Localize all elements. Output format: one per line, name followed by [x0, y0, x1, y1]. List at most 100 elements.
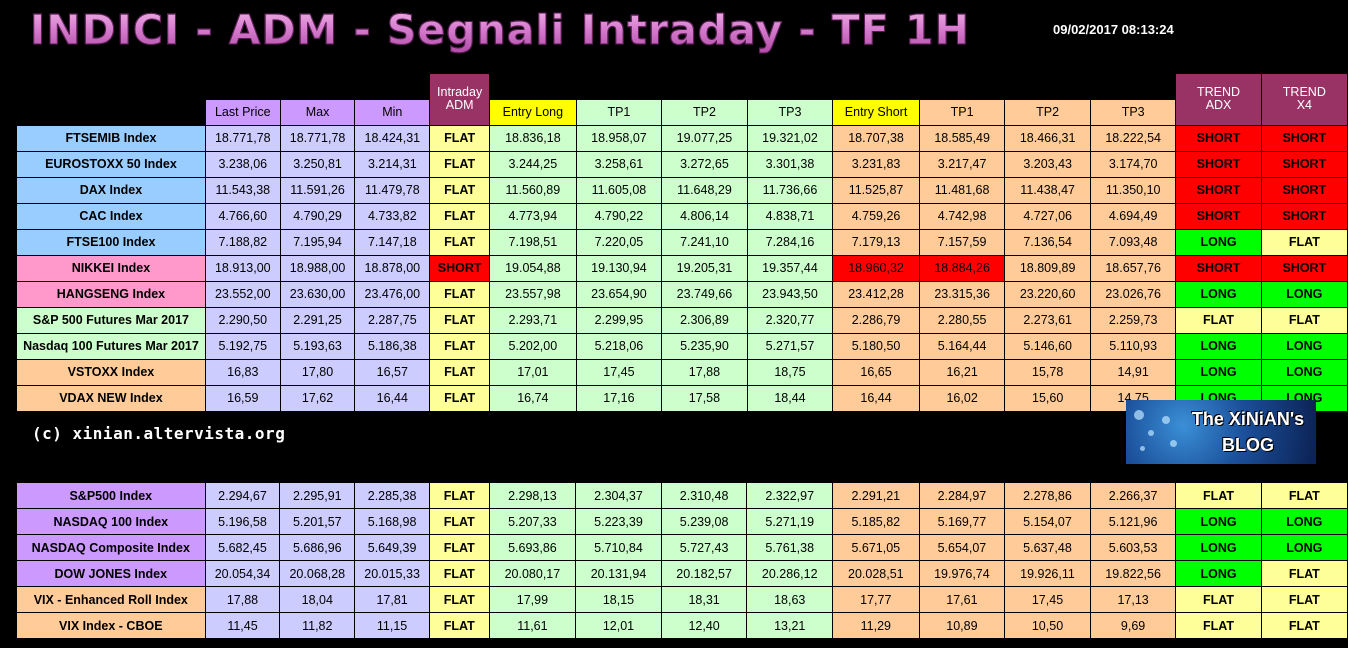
- tp2-long-cell: 5.727,43: [660, 534, 748, 561]
- index-name-cell: EUROSTOXX 50 Index: [16, 150, 206, 178]
- bubble-icon: [1170, 440, 1177, 447]
- header-intraday-adm-line1: Intraday: [437, 85, 483, 100]
- tp3-long-cell: 4.838,71: [746, 202, 834, 230]
- trend-adx-cell: SHORT: [1175, 150, 1262, 178]
- tp2-long-cell: 18,31: [660, 586, 748, 613]
- table-row: VSTOXX Index 16,83 17,80 16,57 FLAT 17,01 17,4…: [16, 358, 1348, 386]
- logo-text: The XiNiAN's BLOG: [1184, 406, 1312, 458]
- trend-x4-cell: FLAT: [1260, 482, 1348, 509]
- last-price-cell: 16,59: [204, 384, 281, 412]
- tp2-long-cell: 5.235,90: [661, 332, 748, 360]
- max-value-cell: 18.771,78: [279, 124, 356, 152]
- bubble-icon: [1148, 430, 1154, 436]
- max-value-cell: 17,80: [279, 358, 356, 386]
- entry-long-cell: 18.836,18: [489, 124, 577, 152]
- adm-signal-cell: FLAT: [428, 534, 490, 561]
- header-entry-short: Entry Short: [832, 98, 920, 126]
- tp2-short-cell: 17,45: [1004, 586, 1091, 613]
- trend-x4-cell: FLAT: [1260, 228, 1348, 256]
- min-value-cell: 11.479,78: [354, 176, 431, 204]
- table-row: VIX - Enhanced Roll Index 17,88 18,04 17,81…: [16, 586, 1348, 613]
- trend-x4-cell: SHORT: [1260, 176, 1348, 204]
- min-value-cell: 7.147,18: [354, 228, 431, 256]
- last-price-cell: 2.290,50: [204, 306, 281, 334]
- tp2-short-cell: 15,78: [1004, 358, 1091, 386]
- header-tp2-short: TP2: [1004, 98, 1091, 126]
- page-title: INDICI - ADM - Segnali Intraday - TF 1H: [30, 6, 970, 55]
- entry-long-cell: 3.244,25: [489, 150, 577, 178]
- max-value-cell: 2.295,91: [279, 482, 356, 509]
- bubble-icon: [1140, 446, 1145, 451]
- tp3-short-cell: 19.822,56: [1089, 560, 1177, 587]
- min-value-cell: 3.214,31: [354, 150, 431, 178]
- tp1-long-cell: 7.220,05: [575, 228, 663, 256]
- tp3-short-cell: 11.350,10: [1089, 176, 1177, 204]
- index-name-cell: VIX - Enhanced Roll Index: [16, 586, 206, 613]
- tp2-long-cell: 2.306,89: [661, 306, 748, 334]
- adm-signal-cell: FLAT: [429, 358, 491, 386]
- tp3-long-cell: 20.286,12: [746, 560, 834, 587]
- entry-long-cell: 5.693,86: [488, 534, 577, 561]
- tp3-short-cell: 2.259,73: [1089, 306, 1177, 334]
- last-price-cell: 16,83: [204, 358, 281, 386]
- entry-short-cell: 16,44: [832, 384, 920, 412]
- header-max: Max: [279, 98, 356, 126]
- tp2-short-cell: 5.154,07: [1004, 508, 1091, 535]
- tp1-long-cell: 5.223,39: [575, 508, 662, 535]
- trend-adx-cell: SHORT: [1175, 202, 1262, 230]
- blog-logo[interactable]: The XiNiAN's BLOG: [1126, 400, 1316, 464]
- tp1-short-cell: 16,21: [918, 358, 1006, 386]
- tp1-long-cell: 3.258,61: [575, 150, 663, 178]
- tp3-long-cell: 18,75: [746, 358, 834, 386]
- entry-short-cell: 2.291,21: [832, 482, 920, 509]
- index-name-cell: Nasdaq 100 Futures Mar 2017: [16, 332, 206, 360]
- adm-signal-cell: FLAT: [429, 228, 491, 256]
- tp1-long-cell: 18,15: [575, 586, 662, 613]
- tp3-long-cell: 19.321,02: [746, 124, 834, 152]
- last-price-cell: 2.294,67: [204, 482, 281, 509]
- last-price-cell: 7.188,82: [204, 228, 281, 256]
- entry-long-cell: 5.202,00: [489, 332, 577, 360]
- entry-long-cell: 19.054,88: [489, 254, 577, 282]
- last-price-cell: 5.196,58: [204, 508, 281, 535]
- table-row: CAC Index 4.766,60 4.790,29 4.733,82 FLAT 4.7…: [16, 202, 1348, 230]
- logo-line2: BLOG: [1222, 435, 1274, 455]
- tp2-short-cell: 18.466,31: [1004, 124, 1091, 152]
- tp1-short-cell: 7.157,59: [918, 228, 1006, 256]
- tp3-long-cell: 23.943,50: [746, 280, 834, 308]
- index-name-cell: NASDAQ Composite Index: [16, 534, 206, 561]
- tp1-long-cell: 19.130,94: [575, 254, 663, 282]
- index-name-cell: VSTOXX Index: [16, 358, 206, 386]
- entry-long-cell: 7.198,51: [489, 228, 577, 256]
- table-row: Nasdaq 100 Futures Mar 2017 5.192,75 5.193…: [16, 332, 1348, 360]
- entry-short-cell: 17,77: [832, 586, 920, 613]
- trend-x4-cell: LONG: [1260, 358, 1348, 386]
- tp3-short-cell: 9,69: [1089, 612, 1177, 639]
- tp2-short-cell: 2.278,86: [1004, 482, 1091, 509]
- header-tp2-long: TP2: [661, 98, 748, 126]
- last-price-cell: 4.766,60: [204, 202, 281, 230]
- adm-signal-cell: FLAT: [428, 586, 490, 613]
- last-price-cell: 3.238,06: [204, 150, 281, 178]
- trend-x4-cell: LONG: [1260, 508, 1348, 535]
- table-row: FTSE100 Index 7.188,82 7.195,94 7.147,18 FLA…: [16, 228, 1348, 256]
- tp1-short-cell: 18.585,49: [918, 124, 1006, 152]
- tp1-short-cell: 2.284,97: [918, 482, 1006, 509]
- header-tp1-short: TP1: [918, 98, 1006, 126]
- adm-signal-cell: FLAT: [429, 150, 491, 178]
- tp1-long-cell: 18.958,07: [575, 124, 663, 152]
- tp1-long-cell: 17,45: [575, 358, 663, 386]
- header-blank: [490, 74, 1176, 100]
- tp1-short-cell: 17,61: [918, 586, 1006, 613]
- last-price-cell: 11.543,38: [204, 176, 281, 204]
- last-price-cell: 11,45: [204, 612, 281, 639]
- tp2-long-cell: 12,40: [660, 612, 748, 639]
- header-blank: [205, 74, 280, 100]
- adm-signal-cell: FLAT: [428, 560, 490, 587]
- max-value-cell: 11,82: [279, 612, 356, 639]
- last-price-cell: 18.771,78: [204, 124, 281, 152]
- last-price-cell: 18.913,00: [204, 254, 281, 282]
- tp1-short-cell: 5.169,77: [918, 508, 1006, 535]
- tp3-short-cell: 7.093,48: [1089, 228, 1177, 256]
- table-row: S&P500 Index 2.294,67 2.295,91 2.285,38 FLAT…: [16, 482, 1348, 509]
